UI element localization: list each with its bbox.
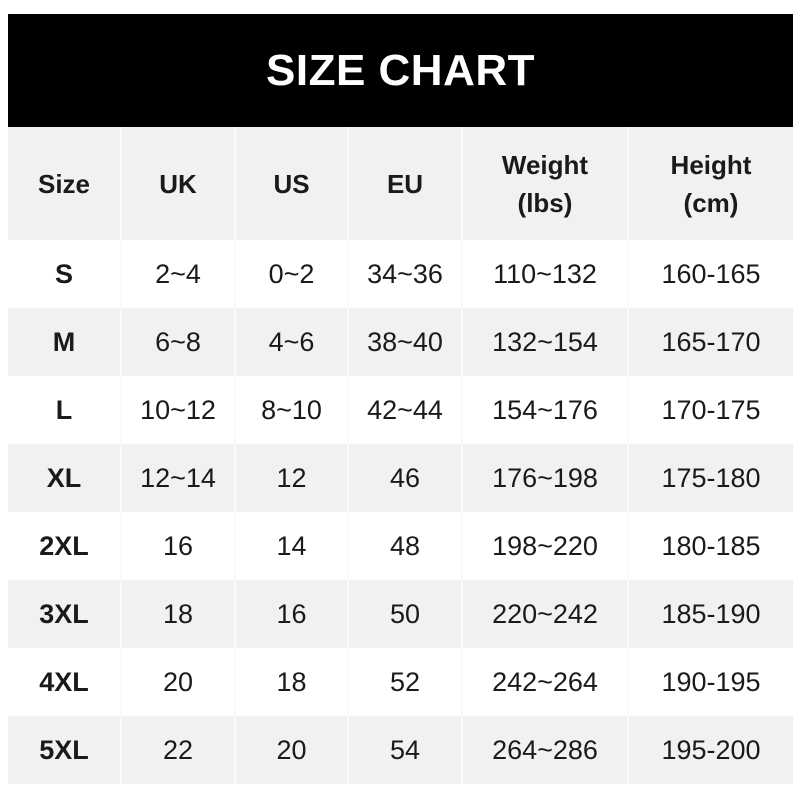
- size-cell: XL: [8, 444, 121, 512]
- table-cell: 195-200: [627, 716, 793, 784]
- table-cell: 160-165: [627, 240, 793, 308]
- table-cell: 165-170: [627, 308, 793, 376]
- column-header: US: [234, 127, 348, 240]
- table-cell: 110~132: [461, 240, 628, 308]
- table-cell: 20: [120, 648, 235, 716]
- table-cell: 18: [234, 648, 348, 716]
- column-header-line: EU: [386, 168, 424, 199]
- table-cell: 264~286: [461, 716, 628, 784]
- table-cell: 48: [347, 512, 462, 580]
- table-row: S 2~4 0~2 34~36 110~132 160-165: [8, 240, 793, 308]
- table-cell: 185-190: [627, 580, 793, 648]
- table-cell: 50: [347, 580, 462, 648]
- table-cell: 180-185: [627, 512, 793, 580]
- table-cell: 176~198: [461, 444, 628, 512]
- table-cell: 34~36: [347, 240, 462, 308]
- table-row: L 10~12 8~10 42~44 154~176 170-175: [8, 376, 793, 444]
- header-row: Size UK US EU Weight (lbs) Height (cm): [8, 127, 793, 240]
- table-cell: 6~8: [120, 308, 235, 376]
- table-cell: 54: [347, 716, 462, 784]
- size-cell: 4XL: [8, 648, 121, 716]
- table-cell: 18: [120, 580, 235, 648]
- table-cell: 2~4: [120, 240, 235, 308]
- column-header: Weight (lbs): [461, 127, 628, 240]
- table-row: 5XL 22 20 54 264~286 195-200: [8, 716, 793, 784]
- size-cell: S: [8, 240, 121, 308]
- column-header-line: Size: [37, 168, 91, 199]
- size-cell: 3XL: [8, 580, 121, 648]
- column-header-line: UK: [159, 168, 197, 199]
- table-cell: 22: [120, 716, 235, 784]
- column-header-line: (lbs): [517, 187, 573, 218]
- column-header-line: (cm): [683, 187, 739, 218]
- table-row: XL 12~14 12 46 176~198 175-180: [8, 444, 793, 512]
- table-row: 2XL 16 14 48 198~220 180-185: [8, 512, 793, 580]
- size-chart-table: Size UK US EU Weight (lbs) Height (cm) S 2~4 0~2 3…: [8, 127, 793, 784]
- table-cell: 0~2: [234, 240, 348, 308]
- column-header-line: US: [273, 168, 310, 199]
- table-cell: 10~12: [120, 376, 235, 444]
- column-header-line: Weight: [501, 149, 589, 180]
- table-row: M 6~8 4~6 38~40 132~154 165-170: [8, 308, 793, 376]
- table-cell: 12: [234, 444, 348, 512]
- table-cell: 8~10: [234, 376, 348, 444]
- table-cell: 16: [120, 512, 235, 580]
- table-cell: 16: [234, 580, 348, 648]
- table-cell: 20: [234, 716, 348, 784]
- column-header: Size: [8, 127, 121, 240]
- table-cell: 46: [347, 444, 462, 512]
- size-cell: 2XL: [8, 512, 121, 580]
- size-cell: 5XL: [8, 716, 121, 784]
- table-row: 3XL 18 16 50 220~242 185-190: [8, 580, 793, 648]
- page-title: SIZE CHART: [8, 14, 793, 127]
- table-cell: 175-180: [627, 444, 793, 512]
- table-cell: 38~40: [347, 308, 462, 376]
- table-cell: 52: [347, 648, 462, 716]
- table-cell: 190-195: [627, 648, 793, 716]
- table-cell: 198~220: [461, 512, 628, 580]
- size-cell: M: [8, 308, 121, 376]
- column-header: UK: [120, 127, 235, 240]
- column-header: EU: [347, 127, 462, 240]
- table-cell: 220~242: [461, 580, 628, 648]
- size-cell: L: [8, 376, 121, 444]
- column-header-line: Height: [670, 149, 752, 180]
- table-cell: 42~44: [347, 376, 462, 444]
- table-cell: 12~14: [120, 444, 235, 512]
- table-cell: 4~6: [234, 308, 348, 376]
- table-cell: 154~176: [461, 376, 628, 444]
- table-cell: 14: [234, 512, 348, 580]
- table-row: 4XL 20 18 52 242~264 190-195: [8, 648, 793, 716]
- table-cell: 242~264: [461, 648, 628, 716]
- table-cell: 170-175: [627, 376, 793, 444]
- table-cell: 132~154: [461, 308, 628, 376]
- column-header: Height (cm): [627, 127, 793, 240]
